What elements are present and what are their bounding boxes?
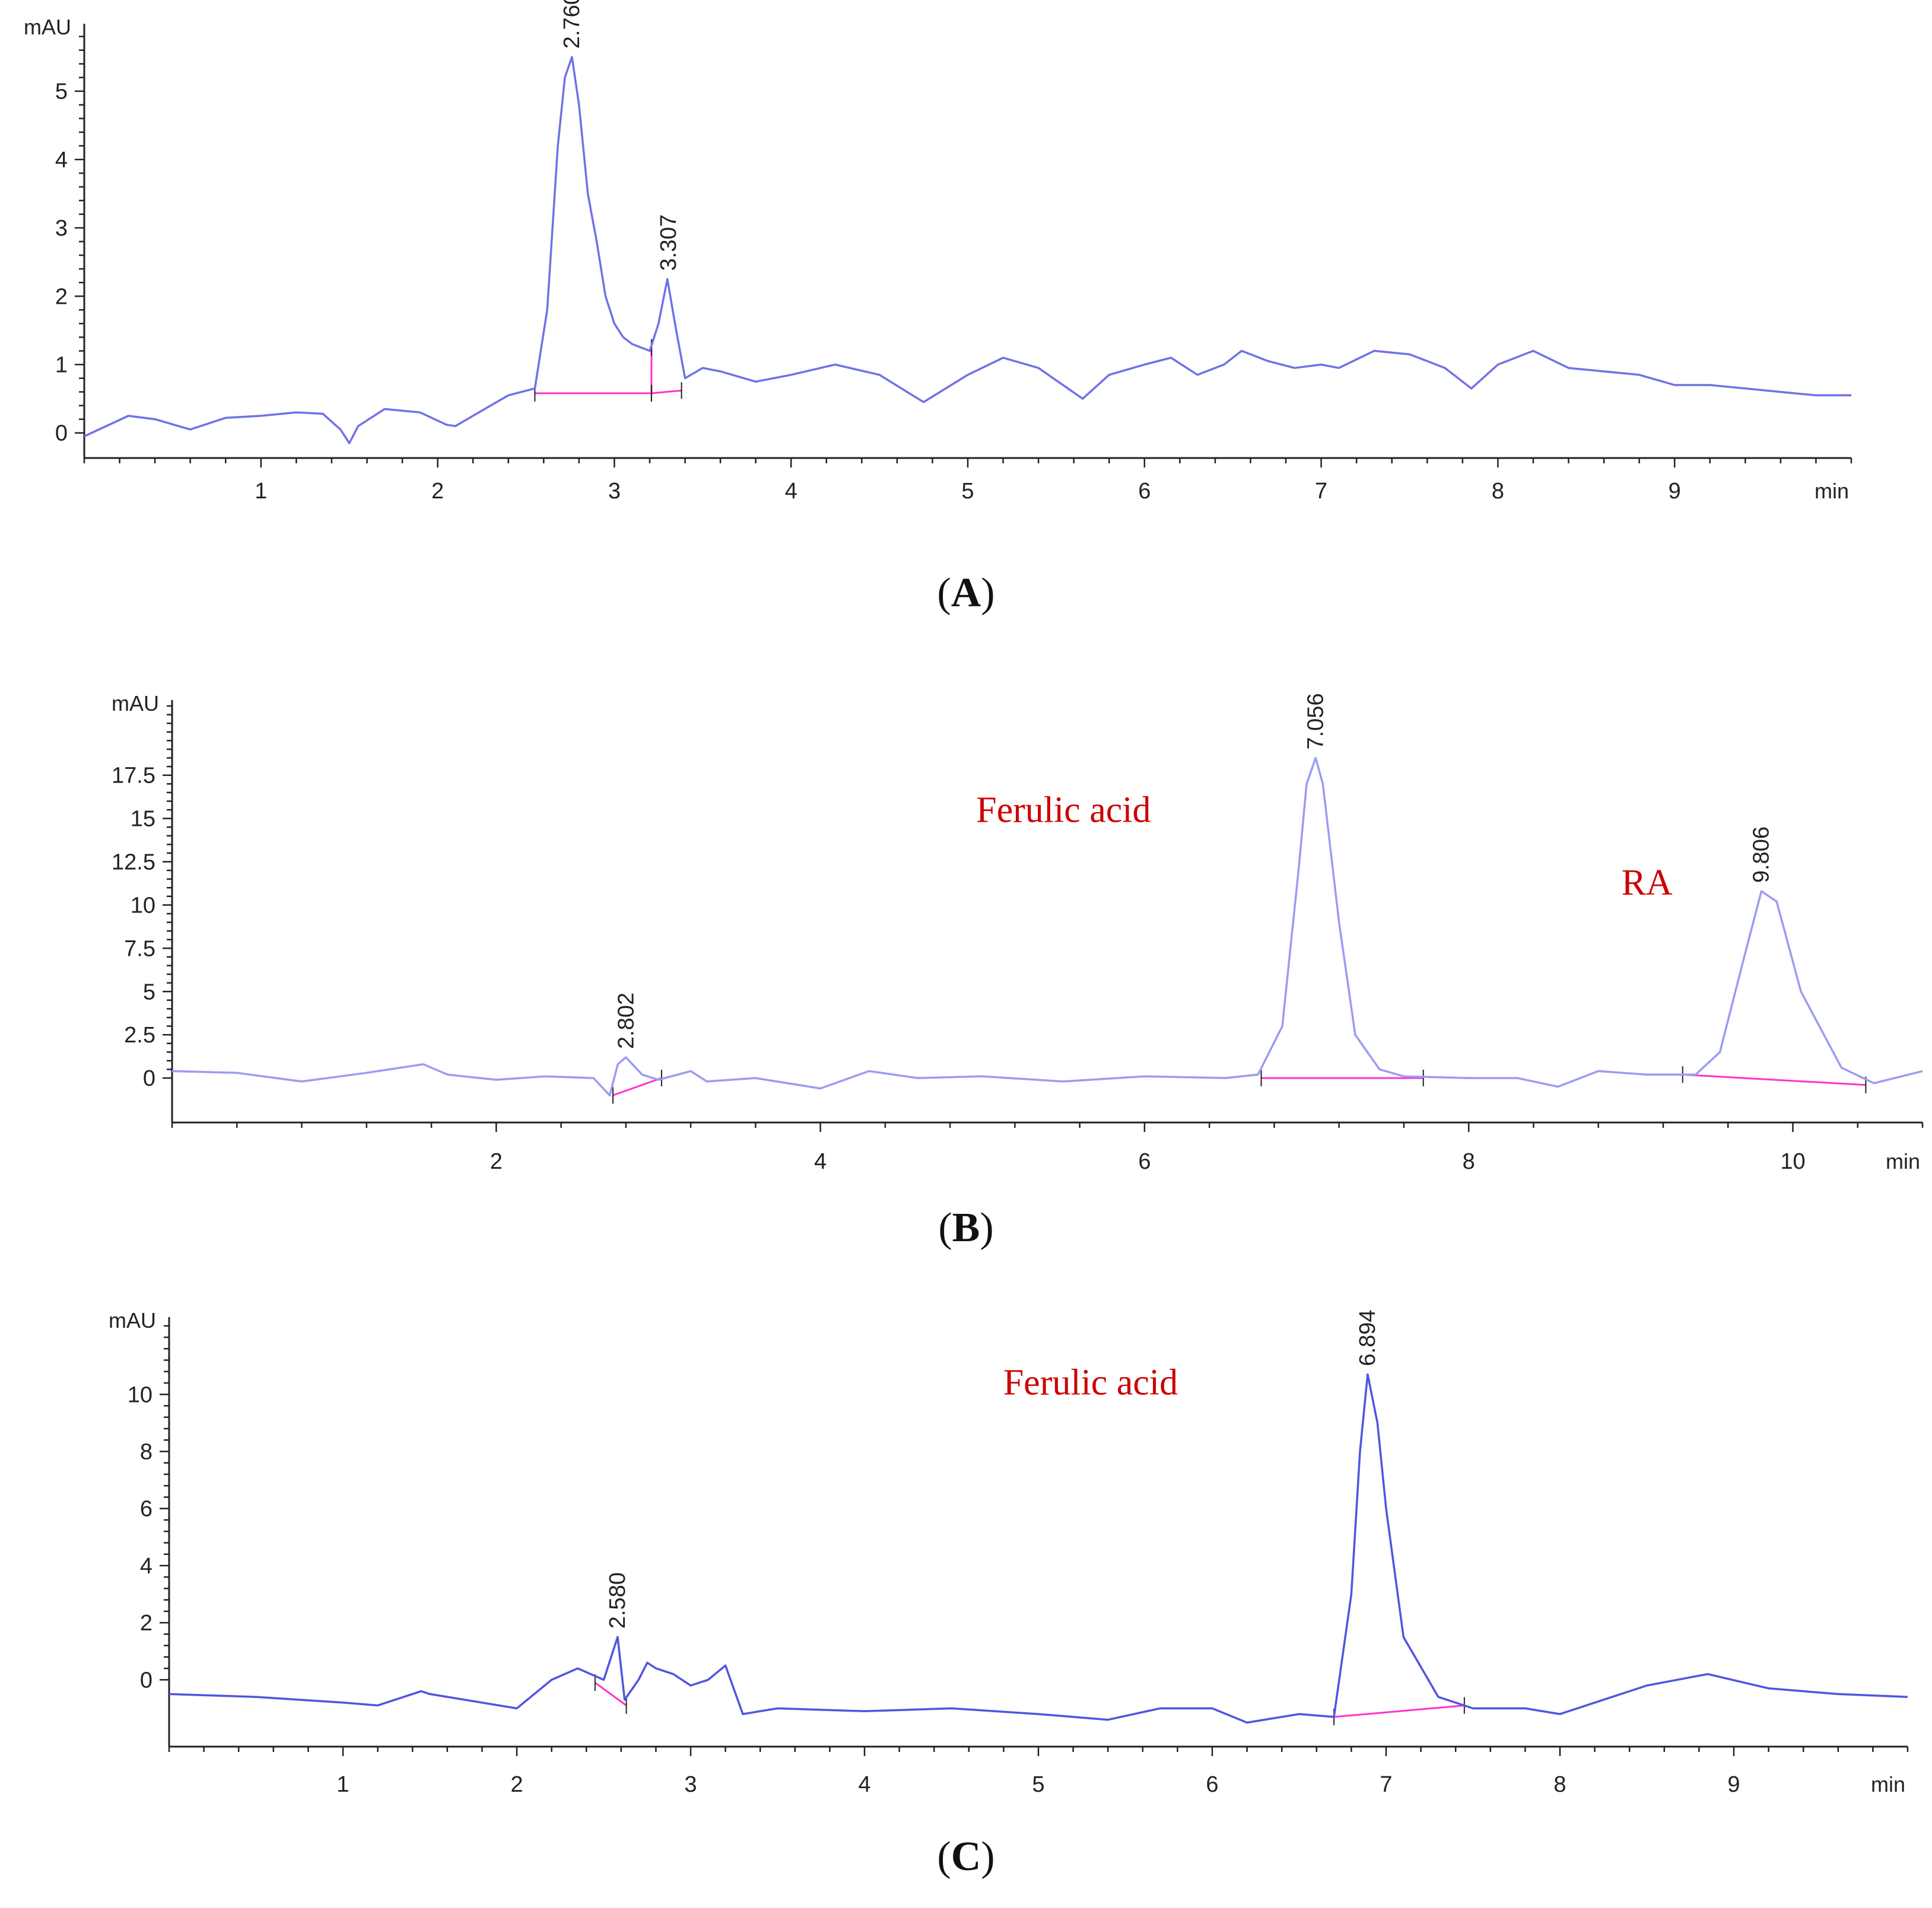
peak-label-a: 3.307 [656, 214, 681, 271]
y-tick-label-b: 15 [131, 807, 155, 832]
y-tick-label-c: 0 [140, 1668, 152, 1693]
x-tick-label-b: 6 [1138, 1149, 1151, 1174]
x-tick-label-c: 6 [1206, 1772, 1218, 1797]
y-tick-label-a: 4 [55, 148, 68, 173]
peak-label-c: 6.894 [1355, 1310, 1380, 1366]
y-tick-label-a: 2 [55, 284, 68, 309]
x-tick-label-b: 8 [1463, 1149, 1475, 1174]
x-unit-label-c: min [1871, 1772, 1905, 1796]
x-tick-label-c: 3 [684, 1772, 697, 1797]
caption-letter-a: A [951, 570, 981, 616]
x-tick-label-c: 9 [1727, 1772, 1740, 1797]
chromatogram-line-a [84, 56, 1851, 444]
x-tick-label-c: 7 [1380, 1772, 1392, 1797]
x-tick-label-a: 6 [1138, 479, 1151, 504]
y-tick-label-b: 17.5 [112, 764, 155, 788]
x-tick-label-c: 4 [858, 1772, 870, 1797]
y-tick-label-b: 2.5 [124, 1023, 155, 1048]
y-unit-label-a: mAU [24, 15, 71, 39]
caption-a: (A) [937, 570, 995, 616]
chromatogram-line-b [171, 756, 1923, 1097]
x-tick-label-a: 2 [431, 479, 444, 504]
integration-baseline-b [1682, 1073, 1866, 1086]
chromatogram-line-c [169, 1373, 1908, 1724]
integration-baseline-c [594, 1681, 627, 1706]
peak-label-c: 2.580 [605, 1572, 630, 1629]
x-tick-label-a: 4 [785, 479, 797, 504]
peak-label-a: 2.760 [560, 0, 584, 49]
integration-baseline-a [651, 389, 682, 395]
y-unit-label-b: mAU [112, 691, 159, 716]
peak-label-b: 9.806 [1749, 826, 1774, 883]
x-tick-label-b: 10 [1780, 1149, 1805, 1174]
y-tick-label-b: 12.5 [112, 850, 155, 875]
peak-label-b: 7.056 [1303, 693, 1328, 749]
caption-letter-c: C [951, 1834, 981, 1880]
y-tick-label-c: 10 [128, 1382, 152, 1407]
y-tick-label-b: 7.5 [124, 936, 155, 961]
x-tick-label-a: 1 [255, 479, 267, 504]
caption-letter-b: B [952, 1205, 980, 1251]
peak-label-b: 2.802 [614, 993, 638, 1049]
y-tick-label-c: 4 [140, 1554, 152, 1579]
caption-b: (B) [938, 1205, 994, 1251]
chart-b: 0 2.5 5 7.5 10 12.5 15 17.5 mAU 2 4 6 8 10 min 2.802 7.0… [112, 691, 1924, 1174]
integration-baseline-b [612, 1077, 662, 1096]
x-tick-label-a: 3 [608, 479, 621, 504]
x-tick-label-a: 7 [1315, 479, 1327, 504]
integration-baseline-c [1333, 1705, 1464, 1718]
x-tick-label-a: 5 [961, 479, 974, 504]
panel-b: 0 2.5 5 7.5 10 12.5 15 17.5 mAU 2 4 6 8 10 min 2.802 7.0… [0, 682, 1932, 1281]
y-tick-label-a: 1 [55, 352, 68, 377]
x-tick-label-c: 8 [1553, 1772, 1566, 1797]
x-tick-label-b: 4 [814, 1149, 827, 1174]
compound-annotation-c: Ferulic acid [1003, 1362, 1178, 1403]
x-unit-label-a: min [1815, 479, 1849, 503]
y-tick-label-c: 6 [140, 1497, 152, 1522]
compound-annotation-b: Ferulic acid [976, 790, 1151, 830]
x-tick-label-c: 2 [510, 1772, 523, 1797]
y-tick-label-c: 8 [140, 1439, 152, 1464]
y-tick-label-a: 5 [55, 80, 68, 104]
caption-c: (C) [937, 1834, 995, 1880]
x-tick-label-c: 1 [336, 1772, 349, 1797]
chart-a: 0 1 2 3 4 5 mAU 1 2 3 4 5 6 7 8 9 min 2.760 3.307 [24, 0, 1852, 504]
x-tick-label-a: 8 [1492, 479, 1504, 504]
y-tick-label-a: 0 [55, 421, 68, 446]
y-tick-label-b: 0 [143, 1066, 155, 1091]
y-unit-label-c: mAU [109, 1308, 156, 1333]
chart-c: 0 2 4 6 8 10 mAU 1 2 3 4 5 6 7 8 9 min 2.580 6.894 Ferulic … [109, 1308, 1909, 1797]
x-tick-label-c: 5 [1032, 1772, 1044, 1797]
y-tick-label-c: 2 [140, 1611, 152, 1636]
compound-annotation-b: RA [1622, 863, 1673, 903]
x-tick-label-a: 9 [1669, 479, 1681, 504]
x-tick-label-b: 2 [490, 1149, 503, 1174]
y-tick-label-b: 5 [143, 980, 155, 1004]
y-tick-label-b: 10 [131, 893, 155, 918]
y-tick-label-a: 3 [55, 216, 68, 241]
panel-c: 0 2 4 6 8 10 mAU 1 2 3 4 5 6 7 8 9 min 2.580 6.894 Ferulic … [0, 1299, 1932, 1908]
panel-a: 0 1 2 3 4 5 mAU 1 2 3 4 5 6 7 8 9 min 2.760 3.307 (A) [0, 0, 1932, 641]
x-unit-label-b: min [1886, 1149, 1920, 1174]
